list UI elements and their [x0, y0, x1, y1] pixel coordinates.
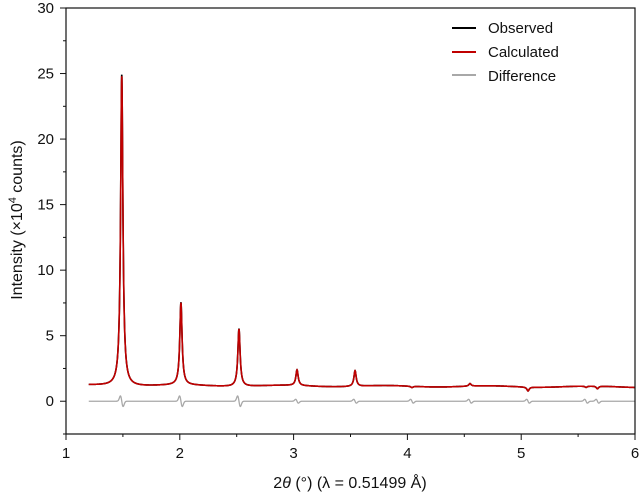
y-tick-label: 0: [46, 393, 54, 410]
x-tick-label: 6: [631, 445, 639, 462]
y-tick-label: 5: [46, 328, 54, 345]
ticks-layer: 1 2 3 4 5 6 0 5 10 15 20 25 30: [37, 0, 639, 462]
x-tick-label: 5: [517, 445, 525, 462]
y-axis-label: Intensity (×104 counts): [7, 140, 26, 300]
legend-label-calculated: Calculated: [488, 44, 559, 61]
y-tick-label: 15: [37, 197, 54, 214]
series-line-difference: [88, 395, 635, 408]
y-tick-label: 10: [37, 262, 54, 279]
x-tick-label: 3: [289, 445, 297, 462]
x-axis-label: 2θ (°) (λ = 0.51499 Å): [273, 473, 426, 492]
series-line-observed: [88, 74, 635, 392]
series-layer: [88, 74, 635, 408]
x-tick-label: 2: [176, 445, 184, 462]
y-tick-label: 25: [37, 66, 54, 83]
x-tick-label: 1: [62, 445, 70, 462]
x-tick-label: 4: [403, 445, 411, 462]
series-line-calculated: [88, 76, 635, 392]
y-tick-label: 20: [37, 131, 54, 148]
legend: Observed Calculated Difference: [452, 20, 559, 85]
legend-label-difference: Difference: [488, 68, 556, 85]
y-tick-label: 30: [37, 0, 54, 17]
legend-label-observed: Observed: [488, 20, 553, 37]
